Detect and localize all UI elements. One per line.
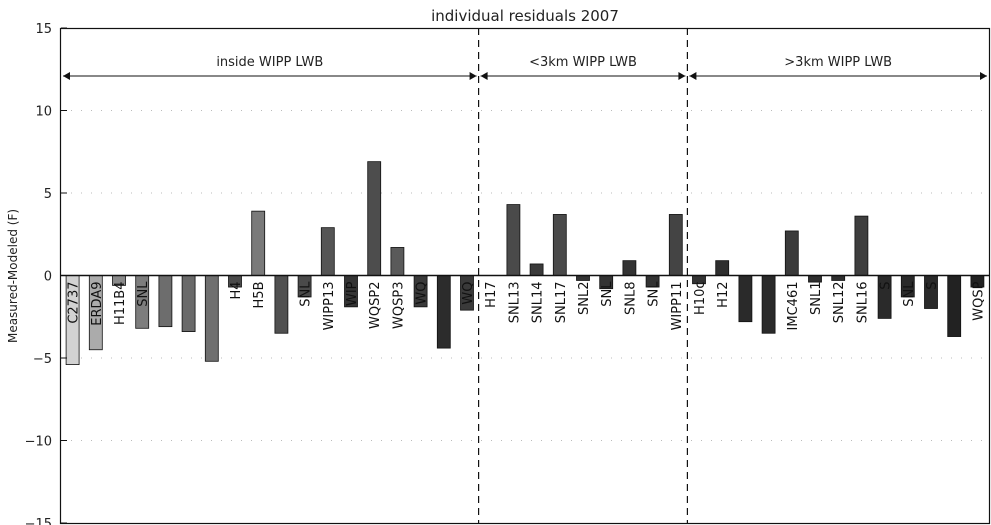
bar-label: SNL16 — [855, 282, 870, 324]
bar — [204, 275, 219, 362]
bar-label: WQSP2 — [368, 282, 383, 329]
bar — [436, 275, 451, 349]
y-tick-label: 5 — [44, 187, 52, 202]
bar — [831, 275, 846, 281]
bar-label: H17 — [484, 282, 499, 308]
bar — [274, 275, 289, 334]
region-arrowhead-right — [469, 72, 477, 80]
bar — [320, 227, 335, 276]
bar-label: WIPP13 — [322, 282, 337, 331]
bar — [506, 204, 521, 276]
region-arrowhead-left — [480, 72, 488, 80]
bar-label: SNL — [299, 281, 314, 307]
bar — [924, 275, 938, 309]
bar-label: WQSP — [971, 281, 986, 320]
bar-label: SNL2 — [577, 282, 592, 316]
bar-label: ERDA9 — [90, 282, 105, 326]
bar-label: WIPP11 — [670, 282, 685, 331]
bar — [784, 230, 799, 276]
bar-label: SNL13 — [507, 282, 522, 324]
bar-label: WQ — [461, 282, 476, 305]
bar-label: H12 — [716, 282, 731, 308]
bar — [947, 275, 962, 337]
region-arrowhead-left — [689, 72, 697, 80]
y-axis-ticks: 15 10 5 0 −5 −10 −15 — [25, 22, 67, 525]
bar-label: WQ — [415, 282, 430, 305]
plot-frame — [59, 27, 991, 525]
bar-label: WQSP3 — [391, 282, 406, 329]
bar — [251, 210, 266, 276]
bar-label: SNL17 — [554, 282, 569, 324]
bar — [622, 260, 637, 276]
bar — [529, 263, 544, 276]
y-tick-label: 0 — [44, 270, 52, 285]
y-axis-label: Measured-Modeled (F) — [6, 209, 20, 343]
region-arrowhead-right — [980, 72, 987, 80]
bar — [158, 275, 173, 328]
bar — [738, 275, 753, 323]
bar — [576, 275, 590, 281]
bar-label: SNL — [902, 281, 917, 307]
y-tick-label: −15 — [25, 517, 52, 525]
bar-labels: C2737 ERDA9 H11B4 SNL H4 H5B SNL WIPP13 WIP WQSP2… — [67, 281, 987, 331]
bar-label: SNL12 — [832, 282, 847, 324]
region-label: inside WIPP LWB — [216, 55, 323, 70]
bar — [181, 275, 196, 332]
bar-label: H5B — [252, 282, 267, 309]
bar-label: H4 — [229, 282, 244, 300]
region-annotations: inside WIPP LWB <3km WIPP LWB >3km WIPP LW… — [63, 28, 987, 523]
bar — [390, 247, 405, 276]
chart-title: individual residuals 2007 — [431, 7, 619, 25]
region-arrowhead-right — [678, 72, 686, 80]
bar-label: SNL — [647, 281, 662, 307]
bar-label: SNL — [136, 281, 151, 307]
bar — [808, 275, 822, 283]
bar-label: SNL14 — [531, 282, 546, 324]
bar-label: IMC461 — [786, 282, 801, 331]
bar — [552, 214, 567, 276]
y-tick-label: 10 — [35, 105, 52, 120]
bar-label: H10c — [693, 282, 708, 315]
bar — [715, 260, 730, 276]
bar — [854, 215, 869, 276]
y-tick-label: −5 — [33, 352, 52, 367]
bar — [761, 275, 776, 334]
region-arrowhead-left — [63, 72, 70, 80]
region-label: <3km WIPP LWB — [529, 55, 637, 70]
bar-label: S — [925, 282, 940, 290]
bar — [668, 214, 683, 276]
y-tick-label: −10 — [25, 435, 52, 450]
bar-label: H11B4 — [113, 282, 128, 326]
y-tick-label: 15 — [35, 22, 52, 37]
bar-label: SNL1 — [809, 282, 824, 316]
bar-label: S — [879, 282, 894, 290]
bar-label: WIP — [345, 281, 360, 306]
bar-label: C2737 — [67, 282, 82, 324]
bar-label: SNL8 — [623, 282, 638, 316]
region-label: >3km WIPP LWB — [784, 55, 892, 70]
bar — [367, 161, 382, 276]
bar-label: SNL — [600, 281, 615, 307]
